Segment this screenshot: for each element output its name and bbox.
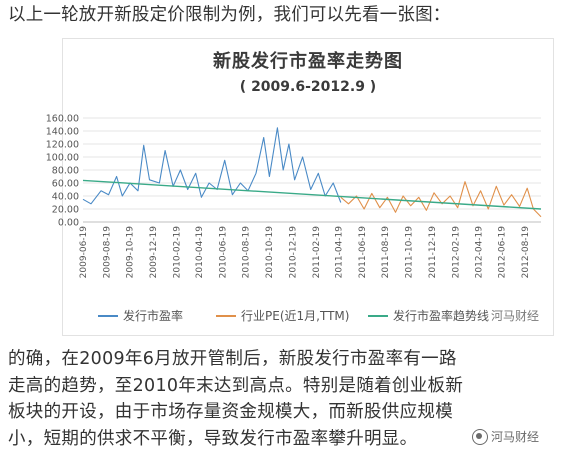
x-tick-label: 2012-08-19 — [521, 226, 531, 279]
x-tick-label: 2010-04-19 — [195, 226, 205, 279]
body-line: 小，短期的供求不平衡，导致发行市盈率攀升明显。 — [8, 428, 418, 449]
watermark-text: 河马财经 — [491, 430, 540, 444]
x-tick-label: 2011-10-19 — [404, 226, 414, 279]
x-tick-label: 2011-02-19 — [312, 226, 322, 279]
chart-card: 新股发行市盈率走势图 ( 2009.6-2012.9 ) — [62, 38, 554, 336]
x-tick-label: 2010-02-19 — [173, 226, 183, 279]
y-tick-label: 120.00 — [46, 140, 79, 151]
x-tick-label: 2010-12-19 — [288, 226, 298, 279]
y-tick-label: 40.00 — [52, 192, 79, 203]
body-line: 的确，在2009年6月放开管制后，新股发行市盈率有一路 — [8, 349, 457, 369]
chart-plot: 0.00 20.00 40.00 60.00 80.00 100.00 120.00 140.… — [46, 114, 542, 279]
x-tick-label: 2009-06-19 — [79, 226, 89, 279]
x-tick-label: 2009-08-19 — [102, 226, 112, 279]
y-tick-label: 80.00 — [52, 166, 79, 177]
y-tick-label: 0.00 — [58, 218, 79, 229]
x-tick-label: 2010-08-19 — [242, 226, 252, 279]
x-tick-label: 2010-06-19 — [218, 226, 228, 279]
x-tick-label: 2009-10-19 — [126, 226, 136, 279]
legend-swatch-issue-pe — [98, 314, 118, 317]
series-line-trend — [82, 179, 542, 210]
x-tick-label: 2012-06-19 — [498, 226, 508, 279]
x-tick-label: 2011-12-19 — [428, 226, 438, 279]
legend-watermark: 河马财经 — [491, 309, 540, 323]
chart-title: 新股发行市盈率走势图 — [213, 51, 403, 72]
chart-subtitle: ( 2009.6-2012.9 ) — [239, 79, 377, 95]
x-tick-label: 2012-02-19 — [451, 226, 461, 279]
y-tick-label: 20.00 — [52, 205, 79, 216]
legend-item-issue-pe: 发行市盈率 — [98, 307, 183, 324]
watermark-logo-icon — [472, 428, 488, 445]
legend-swatch-trend — [368, 314, 388, 317]
y-tick-label: 140.00 — [46, 127, 79, 138]
legend-label-trend: 发行市盈率趋势线 — [393, 309, 490, 323]
y-tick-label: 160.00 — [46, 114, 79, 125]
x-tick-label: 2011-06-19 — [358, 226, 368, 279]
legend-label-issue-pe: 发行市盈率 — [123, 309, 184, 323]
x-tick-label: 2011-08-19 — [381, 226, 391, 279]
chart-legend: 发行市盈率 行业PE(近1月,TTM) 发行市盈率趋势线 河马财经 — [0, 307, 561, 329]
legend-swatch-industry-pe — [216, 314, 236, 317]
series-line-industry-pe — [340, 181, 542, 218]
intro-text: 以上一轮放开新股定价限制为例，我们可以先看一张图： — [8, 5, 451, 25]
x-tick-label: 2012-04-19 — [474, 226, 484, 279]
x-tick-label: 2010-10-19 — [265, 226, 275, 279]
series-line-issue-pe — [82, 127, 342, 205]
legend-item-industry-pe: 行业PE(近1月,TTM) — [216, 307, 349, 324]
body-paragraph: 的确，在2009年6月放开管制后，新股发行市盈率有一路 走高的趋势，至2010年… — [8, 346, 556, 452]
body-line: 板块的开设，由于市场存量资金规模大，而新股供应规模 — [8, 402, 453, 422]
x-tick-label: 2009-12-19 — [149, 226, 159, 279]
body-line: 走高的趋势，至2010年末达到高点。特别是随着创业板新 — [8, 375, 464, 396]
legend-item-trend: 发行市盈率趋势线 河马财经 — [368, 307, 539, 324]
y-tick-label: 100.00 — [46, 153, 79, 164]
watermark: 河马财经 — [472, 428, 539, 445]
x-tick-label: 2011-04-19 — [335, 226, 345, 279]
y-tick-label: 60.00 — [52, 179, 79, 190]
legend-label-industry-pe: 行业PE(近1月,TTM) — [241, 309, 350, 323]
